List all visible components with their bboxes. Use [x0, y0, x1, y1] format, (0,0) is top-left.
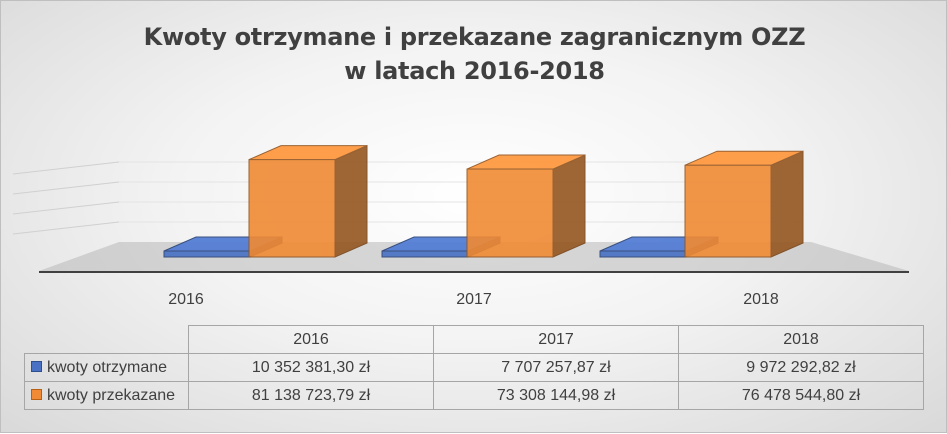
data-table-cell: 73 308 144,98 zł	[433, 381, 679, 410]
bar-front-face	[248, 159, 336, 258]
legend-key-blue	[31, 360, 42, 372]
chart-title-line-1: Kwoty otrzymane i przekazane zagraniczny…	[143, 23, 806, 51]
data-table-cell: 76 478 544,80 zł	[678, 381, 924, 410]
bar-front-face	[466, 168, 554, 258]
category-labels: 2016 2017 2018	[168, 291, 779, 308]
gridline	[12, 181, 120, 195]
legend-key-orange	[31, 388, 42, 400]
data-table: 2016 2017 2018 kwoty otrzymane 10 352 38…	[24, 325, 924, 410]
category-label-2018: 2018	[743, 291, 779, 308]
gridline	[12, 161, 120, 175]
bar-kwoty-przekazane-2017	[466, 154, 586, 258]
bar-front-face	[163, 250, 251, 258]
data-table-row-header: kwoty otrzymane	[24, 353, 189, 382]
bar-side-face	[552, 154, 586, 258]
bars	[163, 144, 804, 258]
bar-kwoty-przekazane-2018	[684, 150, 804, 258]
bar-side-face	[770, 150, 804, 258]
bar-front-face	[599, 250, 687, 258]
bar-front-face	[381, 250, 469, 258]
gridline	[12, 201, 120, 215]
chart-title-line-2: w latach 2016-2018	[344, 57, 605, 85]
data-table-row: kwoty przekazane 81 138 723,79 zł 73 308…	[24, 381, 924, 410]
data-table-header-row: 2016 2017 2018	[25, 325, 924, 354]
category-label-2016: 2016	[168, 291, 204, 308]
legend-label: kwoty przekazane	[47, 386, 176, 404]
legend-label: kwoty otrzymane	[47, 358, 168, 376]
data-table-corner	[25, 326, 189, 354]
data-table-row-header: kwoty przekazane	[24, 381, 189, 410]
gridlines	[12, 161, 801, 235]
data-table-header-cell: 2018	[678, 325, 924, 354]
data-table-cell: 7 707 257,87 zł	[433, 353, 679, 382]
data-table-header-cell: 2017	[433, 325, 679, 354]
data-table-header-cell: 2016	[188, 325, 434, 354]
data-table-cell: 10 352 381,30 zł	[188, 353, 434, 382]
bar-kwoty-przekazane-2016	[248, 144, 368, 258]
bar-front-face	[684, 164, 772, 258]
gridline	[12, 221, 120, 235]
category-label-2017: 2017	[456, 291, 492, 308]
data-table-cell: 81 138 723,79 zł	[188, 381, 434, 410]
data-table-cell: 9 972 292,82 zł	[678, 353, 924, 382]
data-table-row: kwoty otrzymane 10 352 381,30 zł 7 707 2…	[24, 353, 924, 382]
bar-side-face	[334, 144, 368, 258]
